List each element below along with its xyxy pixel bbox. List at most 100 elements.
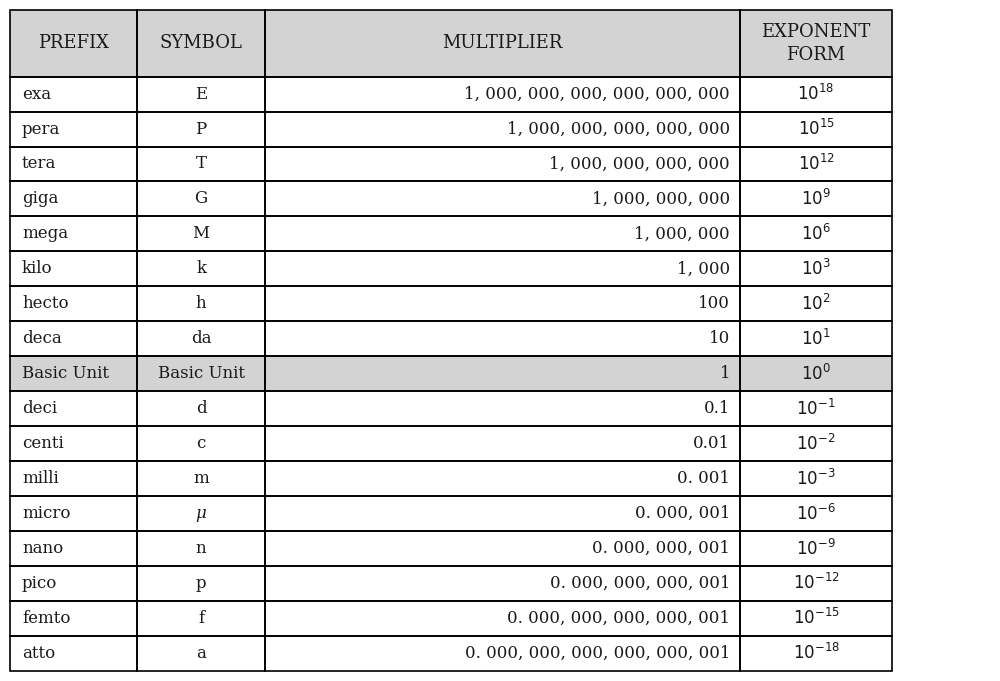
Bar [137,112,265,146]
Text: P: P [195,121,207,138]
Bar [740,601,892,636]
Bar [265,496,740,531]
Bar [265,601,740,636]
Bar [265,77,740,112]
Bar [265,636,740,671]
Text: d: d [196,400,206,417]
Bar [10,636,137,671]
Bar [137,496,265,531]
Bar [137,391,265,426]
Text: $10^{-3}$: $10^{-3}$ [796,469,836,488]
Text: 0. 000, 000, 000, 000, 000, 001: 0. 000, 000, 000, 000, 000, 001 [465,645,730,662]
Bar [10,461,137,496]
Bar [740,566,892,601]
Text: $10^{2}$: $10^{2}$ [801,294,831,314]
Text: mega: mega [22,225,68,242]
Bar [10,356,137,391]
Bar [740,286,892,321]
Text: pera: pera [22,121,60,138]
Text: atto: atto [22,645,55,662]
Bar [265,461,740,496]
Text: μ: μ [196,505,206,522]
Bar [10,426,137,461]
Bar [740,10,892,77]
Bar [740,181,892,217]
Bar [137,10,265,77]
Bar [265,461,740,496]
Text: Basic Unit: Basic Unit [22,365,109,382]
Bar [137,601,265,636]
Bar [137,146,265,181]
Text: 1: 1 [719,365,730,382]
Text: $10^{9}$: $10^{9}$ [801,189,831,209]
Bar [740,286,892,321]
Bar [265,426,740,461]
Bar [137,77,265,112]
Bar [265,286,740,321]
Text: n: n [196,540,206,557]
Text: $10^{-9}$: $10^{-9}$ [796,539,836,558]
Text: PREFIX: PREFIX [38,35,109,52]
Bar [265,112,740,146]
Bar [10,77,137,112]
Bar [10,566,137,601]
Bar [265,391,740,426]
Bar [740,251,892,286]
Bar [10,461,137,496]
Text: giga: giga [22,191,58,208]
Bar [10,391,137,426]
Bar [10,181,137,217]
Text: 1, 000, 000, 000, 000: 1, 000, 000, 000, 000 [549,155,730,172]
Bar [137,566,265,601]
Text: $10^{-15}$: $10^{-15}$ [793,608,839,629]
Text: $10^{3}$: $10^{3}$ [801,259,831,279]
Bar [740,426,892,461]
Bar [10,531,137,566]
Bar [265,391,740,426]
Text: h: h [196,296,206,313]
Bar [10,77,137,112]
Bar [265,496,740,531]
Text: kilo: kilo [22,260,53,277]
Bar [10,112,137,146]
Bar [137,461,265,496]
Text: 1, 000: 1, 000 [677,260,730,277]
Bar [740,10,892,77]
Bar [137,426,265,461]
Bar [740,321,892,356]
Text: 0. 000, 001: 0. 000, 001 [635,505,730,522]
Bar [137,531,265,566]
Bar [137,391,265,426]
Bar [137,426,265,461]
Bar [10,321,137,356]
Bar [137,251,265,286]
Bar [10,146,137,181]
Text: 100: 100 [698,296,730,313]
Bar [740,391,892,426]
Text: FORM: FORM [786,46,846,64]
Bar [137,181,265,217]
Text: a: a [196,645,206,662]
Bar [10,636,137,671]
Text: 0. 000, 000, 001: 0. 000, 000, 001 [592,540,730,557]
Text: $10^{-6}$: $10^{-6}$ [796,503,836,524]
Text: da: da [191,330,211,347]
Bar [740,146,892,181]
Text: deci: deci [22,400,57,417]
Text: $10^{18}$: $10^{18}$ [797,84,835,104]
Bar [10,10,137,77]
Text: $10^{0}$: $10^{0}$ [801,364,831,384]
Bar [740,636,892,671]
Bar [265,636,740,671]
Bar [10,112,137,146]
Text: 1, 000, 000, 000, 000, 000, 000: 1, 000, 000, 000, 000, 000, 000 [464,86,730,103]
Text: E: E [195,86,207,103]
Text: m: m [193,470,209,487]
Text: 0.1: 0.1 [704,400,730,417]
Bar [740,496,892,531]
Text: 1, 000, 000: 1, 000, 000 [634,225,730,242]
Text: hecto: hecto [22,296,69,313]
Bar [10,601,137,636]
Bar [137,77,265,112]
Bar [137,286,265,321]
